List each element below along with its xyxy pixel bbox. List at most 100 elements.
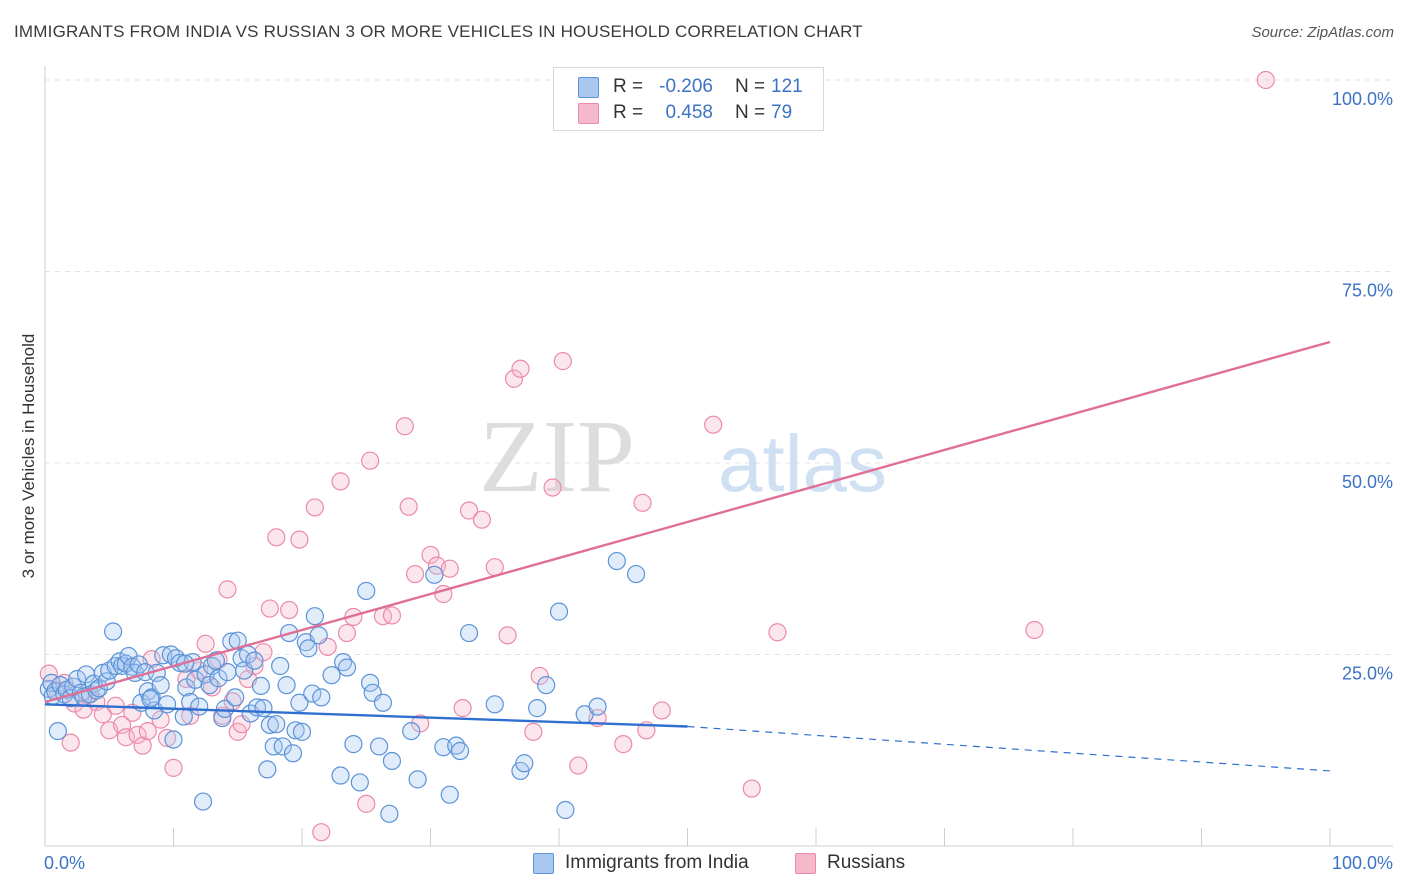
point-russians xyxy=(116,728,136,747)
watermark: ZIP atlas xyxy=(479,399,887,514)
point-india xyxy=(556,800,575,820)
legend-row-russians: R = 0.458 N = 79 xyxy=(578,101,792,125)
legend-r-value: 0.458 xyxy=(665,102,713,123)
legend-r-label: R = xyxy=(613,76,644,97)
point-india xyxy=(440,785,459,804)
chart-source: Source: ZipAtlas.com xyxy=(1251,24,1394,41)
point-india xyxy=(218,663,237,682)
watermark-atlas: atlas xyxy=(718,419,887,508)
legend-n-value: 121 xyxy=(771,76,803,97)
point-russians xyxy=(382,606,402,625)
legend-row-india: R = -0.206 N = 121 xyxy=(578,75,803,99)
trend-line-india xyxy=(44,703,688,728)
point-russians xyxy=(312,823,331,842)
point-russians xyxy=(543,478,562,497)
watermark-zip: ZIP xyxy=(479,399,635,514)
point-russians xyxy=(1256,70,1275,90)
legend-swatch-india xyxy=(578,76,599,98)
point-russians xyxy=(440,559,459,578)
y-axis-label: 3 or more Vehicles in Household xyxy=(19,334,38,579)
point-india xyxy=(245,651,264,670)
point-russians xyxy=(553,352,572,371)
point-india xyxy=(273,737,292,756)
point-india xyxy=(283,744,303,763)
point-india xyxy=(104,622,123,641)
legend-label-russians: Russians xyxy=(827,852,906,873)
point-russians xyxy=(267,528,286,547)
point-russians xyxy=(704,415,723,434)
point-india xyxy=(459,623,479,643)
point-russians xyxy=(614,735,633,754)
point-russians xyxy=(280,600,299,620)
point-russians xyxy=(61,733,80,752)
grid-lines xyxy=(45,79,1393,655)
point-india xyxy=(425,565,444,584)
point-india xyxy=(626,564,646,584)
point-india xyxy=(48,721,67,741)
point-india xyxy=(226,688,245,707)
point-russians xyxy=(742,779,761,798)
point-india xyxy=(68,669,87,689)
point-russians xyxy=(337,623,357,643)
legend-n-label: N = xyxy=(735,102,766,123)
point-india xyxy=(588,697,607,716)
point-india xyxy=(303,684,322,703)
point-india xyxy=(485,695,504,714)
point-russians xyxy=(196,634,215,653)
point-india xyxy=(305,607,324,626)
point-india xyxy=(164,730,183,749)
point-india xyxy=(209,669,228,688)
point-india xyxy=(331,766,350,785)
point-india xyxy=(193,792,213,811)
point-russians xyxy=(164,758,183,777)
point-india xyxy=(186,670,205,689)
point-russians xyxy=(569,756,588,775)
stats-legend: R = -0.206 N = 121 R = 0.458 N = 79 xyxy=(553,67,824,131)
point-india xyxy=(350,773,369,792)
trend-line-india-extension xyxy=(687,725,1331,772)
point-india xyxy=(260,715,279,735)
point-india xyxy=(258,760,277,779)
series-legend: Immigrants from India Russians xyxy=(0,852,1406,876)
point-russians xyxy=(421,545,440,565)
x-tick-label-max: 100.0% xyxy=(1332,853,1393,873)
point-russians xyxy=(768,623,787,642)
trend-line-russians xyxy=(44,340,1331,704)
point-india xyxy=(286,721,305,740)
legend-item-russians: Russians xyxy=(795,852,905,874)
legend-swatch-russians xyxy=(795,852,816,874)
legend-n-label: N = xyxy=(735,76,766,97)
point-india xyxy=(157,695,177,714)
point-russians xyxy=(157,728,177,748)
point-india xyxy=(370,737,389,756)
trend-lines xyxy=(44,340,1331,772)
legend-item-india: Immigrants from India xyxy=(533,852,749,874)
y-tick-label: 75.0% xyxy=(1342,281,1393,301)
point-india xyxy=(515,754,534,773)
point-india xyxy=(322,666,341,685)
point-russians xyxy=(511,359,530,378)
point-russians xyxy=(138,721,157,741)
point-india xyxy=(312,688,331,707)
point-russians xyxy=(399,497,418,516)
point-india xyxy=(277,676,296,695)
point-russians xyxy=(331,472,350,491)
point-india xyxy=(141,689,160,709)
point-russians xyxy=(498,626,517,645)
point-russians xyxy=(524,722,543,741)
point-russians xyxy=(361,451,380,470)
y-tick-label: 50.0% xyxy=(1342,472,1393,492)
point-india xyxy=(309,626,328,645)
point-russians xyxy=(652,701,671,720)
point-india xyxy=(380,804,399,823)
point-russians xyxy=(395,417,414,436)
point-russians xyxy=(453,699,472,718)
point-india xyxy=(537,676,556,695)
point-india xyxy=(382,751,402,771)
point-india xyxy=(549,602,569,621)
point-russians xyxy=(405,564,425,584)
point-india xyxy=(215,699,234,718)
point-india xyxy=(292,722,312,741)
series-india xyxy=(39,551,646,823)
